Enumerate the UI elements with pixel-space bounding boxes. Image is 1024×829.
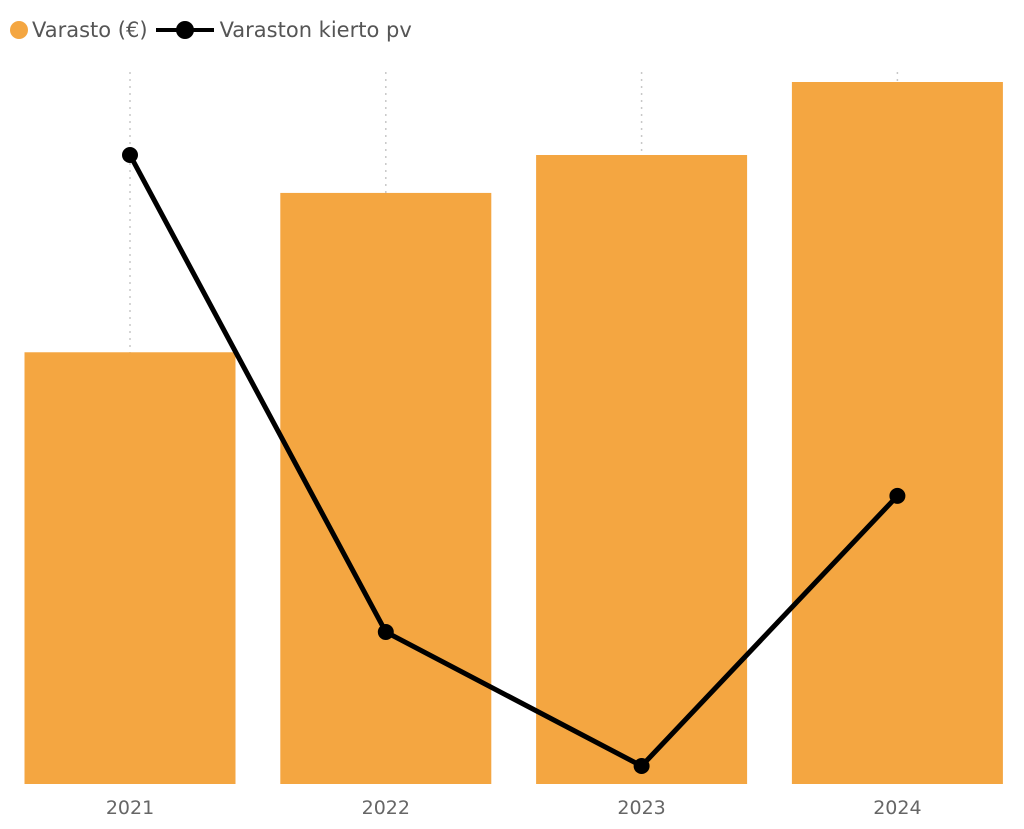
line-path xyxy=(127,153,900,769)
legend-label-varasto: Varasto (€) xyxy=(32,18,148,42)
legend-item-varasto[interactable]: Varasto (€) xyxy=(10,18,148,42)
legend-line-swatch-icon xyxy=(155,21,214,39)
bar-2023 xyxy=(536,155,748,784)
bar-series xyxy=(24,82,1003,784)
legend-bar-swatch-icon xyxy=(10,21,28,39)
bar-2022 xyxy=(280,192,492,784)
legend-label-kierto: Varaston kierto pv xyxy=(219,18,412,42)
x-tick-label-2022: 2022 xyxy=(362,797,410,819)
legend-item-kierto[interactable]: Varaston kierto pv xyxy=(155,18,412,42)
bar-2024 xyxy=(791,82,1003,784)
line-point-2022 xyxy=(377,623,394,640)
line-point-2024 xyxy=(889,487,906,504)
x-tick-label-2021: 2021 xyxy=(106,797,154,819)
x-axis: 2021 2022 2023 2024 xyxy=(106,797,922,819)
line-series xyxy=(122,147,906,774)
bar-2021 xyxy=(24,352,236,784)
x-tick-label-2023: 2023 xyxy=(617,797,665,819)
line-point-2023 xyxy=(633,758,650,774)
legend: Varasto (€) Varaston kierto pv xyxy=(10,14,420,46)
gridlines xyxy=(129,72,899,784)
x-tick-label-2024: 2024 xyxy=(873,797,921,819)
line-point-2021 xyxy=(122,147,138,163)
